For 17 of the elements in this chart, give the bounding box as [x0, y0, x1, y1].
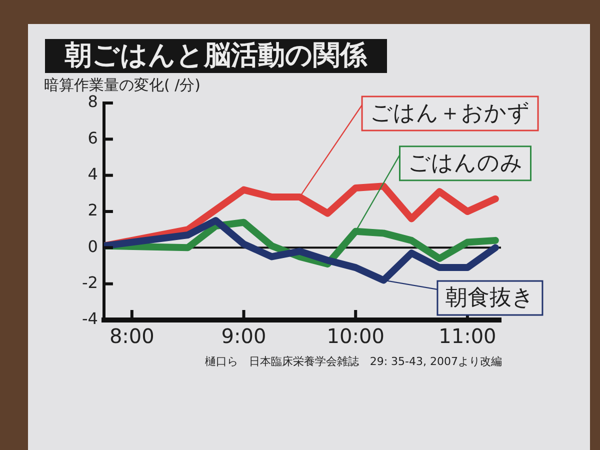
x-tick-label: 9:00 [221, 324, 266, 348]
y-tick-label: -4 [82, 309, 98, 328]
chart-title: 朝ごはんと脳活動の関係 [45, 39, 387, 73]
y-tick-label: 0 [88, 236, 98, 256]
text: 樋口ら 日本臨床栄養学会雑誌 29: 35-43, 2007より改編 [204, 354, 502, 369]
text: ごはんのみ [408, 151, 523, 176]
y-tick-label: 8 [88, 92, 98, 112]
y-tick-label: 4 [88, 164, 98, 184]
text: ごはん＋おかず [370, 101, 530, 126]
legend-label: 朝食抜き [445, 286, 534, 311]
x-tick-label: 11:00 [438, 324, 496, 348]
y-tick-label: 6 [88, 128, 98, 148]
x-tick-label: 10:00 [326, 324, 384, 348]
y-tick-label: 2 [88, 200, 98, 220]
x-tick-label: 8:00 [109, 324, 154, 348]
y-axis-title: 暗算作業量の変化( /分) [44, 76, 201, 94]
y-tick-label: -2 [82, 272, 98, 292]
